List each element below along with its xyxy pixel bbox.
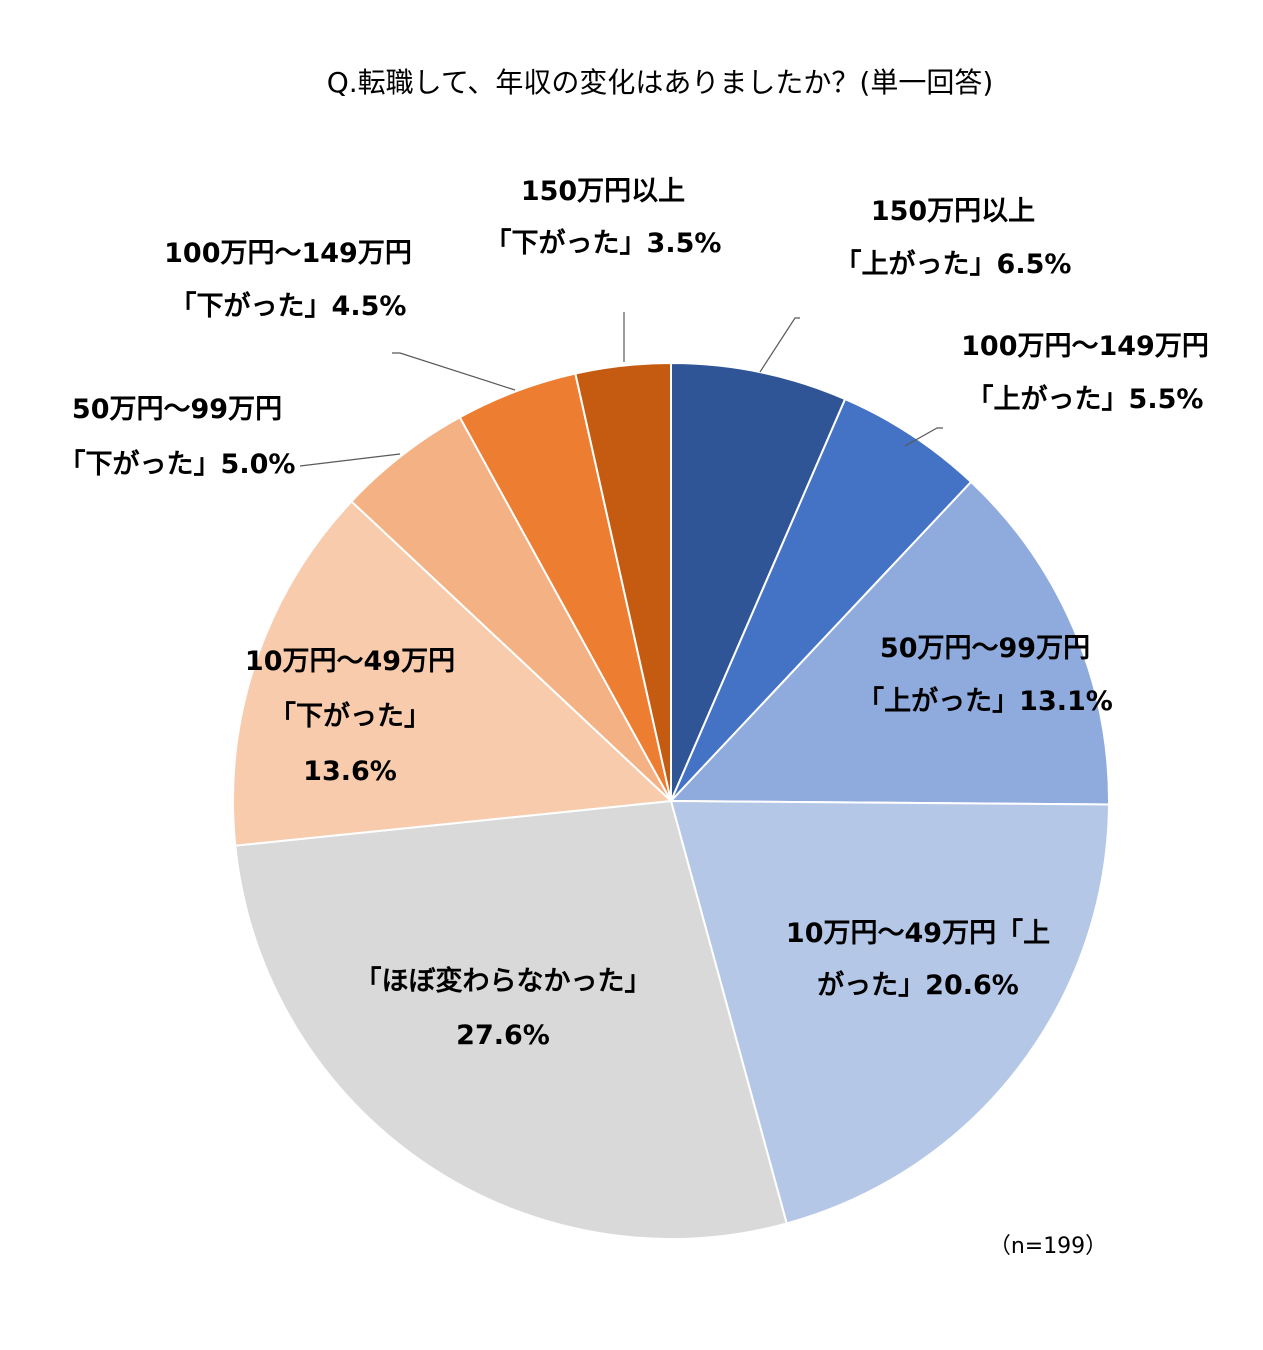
chart-title: Q.転職して、年収の変化はありましたか？(単一回答)	[327, 66, 994, 99]
leader-line-1	[759, 317, 800, 373]
slice-label-line: がった」20.6%	[817, 969, 1019, 1001]
slice-label-2: 100万円～149万円「上がった」5.5%	[961, 331, 1209, 415]
slice-label-3: 50万円～99万円「上がった」13.1%	[857, 633, 1113, 717]
pie-slice-4	[669, 799, 1110, 1225]
slice-label-line: 150万円以上	[521, 176, 685, 207]
pie-slice-3	[668, 480, 1110, 806]
slice-label-line: 27.6%	[456, 1020, 550, 1051]
leader-line-2	[904, 427, 943, 447]
slice-label-line: 「下がった」	[269, 700, 431, 732]
pie-slices	[232, 361, 1110, 1240]
slice-label-line: 「下がった」5.0%	[59, 448, 296, 480]
slice-label-line: 50万円～99万円	[72, 394, 282, 425]
slice-label-1: 150万円以上「上がった」6.5%	[835, 196, 1072, 280]
slice-label-line: 「上がった」13.1%	[857, 685, 1113, 717]
leader-line-7	[299, 453, 401, 467]
slice-label-line: 「下がった」4.5%	[170, 290, 407, 322]
slice-label-line: 「上がった」6.5%	[835, 248, 1072, 280]
sample-size-note: （n=199）	[989, 1234, 1107, 1259]
slice-label-line: 100万円～149万円	[961, 331, 1209, 362]
leader-line-8	[392, 352, 516, 391]
slice-label-7: 50万円～99万円「下がった」5.0%	[59, 394, 296, 480]
slice-label-line: 10万円～49万円	[245, 646, 455, 677]
slice-label-line: 100万円～149万円	[164, 238, 412, 269]
pie-slice-5	[234, 799, 788, 1240]
slice-labels: 150万円以上「上がった」6.5%100万円～149万円「上がった」5.5%50…	[59, 176, 1209, 1051]
slice-label-line: 「上がった」5.5%	[967, 383, 1204, 415]
slice-label-line: 13.6%	[303, 756, 397, 787]
pie-slice-6	[232, 500, 674, 847]
slice-label-9: 150万円以上「下がった」3.5%	[485, 176, 722, 259]
slice-label-line: 「ほぼ変わらなかった」	[355, 965, 652, 997]
leader-lines	[299, 312, 943, 467]
pie-slice-9	[574, 361, 672, 802]
slice-label-6: 10万円～49万円「下がった」 13.6%	[245, 646, 455, 787]
slice-label-8: 100万円～149万円「下がった」4.5%	[164, 238, 412, 322]
slice-label-5: 「ほぼ変わらなかった」 27.6%	[355, 965, 652, 1051]
slice-label-line: 「下がった」3.5%	[485, 227, 722, 259]
pie-slice-1	[670, 361, 847, 802]
slice-label-line: 10万円～49万円「上	[786, 917, 1050, 949]
pie-slice-2	[670, 397, 973, 802]
slice-label-4: 10万円～49万円「上がった」20.6%	[786, 917, 1050, 1001]
slice-label-line: 150万円以上	[871, 196, 1035, 227]
slice-label-line: 50万円～99万円	[880, 633, 1090, 664]
